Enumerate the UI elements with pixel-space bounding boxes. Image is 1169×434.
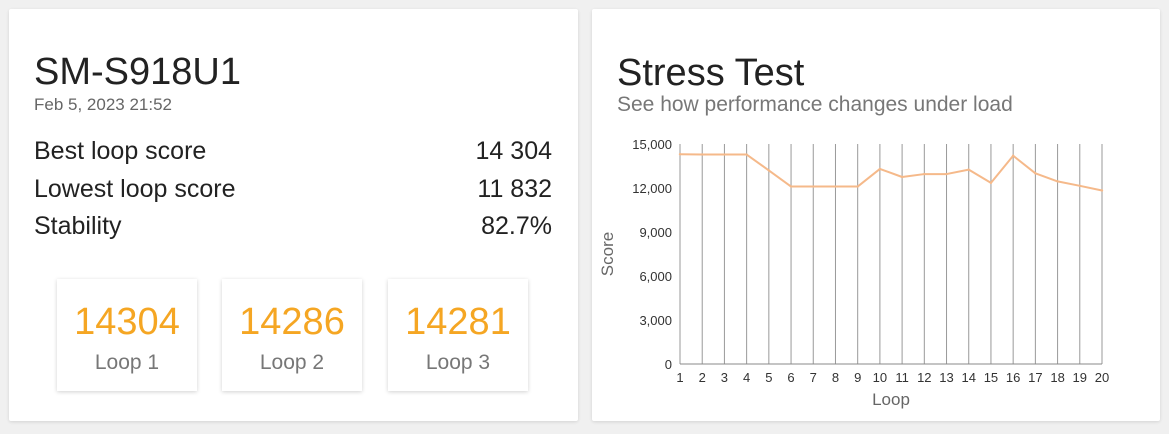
device-name: SM-S918U1 bbox=[34, 51, 241, 93]
device-summary-card: SM-S918U1 Feb 5, 2023 21:52 Best loop sc… bbox=[9, 9, 578, 421]
x-tick-label: 19 bbox=[1073, 370, 1087, 385]
x-tick-label: 20 bbox=[1095, 370, 1109, 385]
y-axis-title: Score bbox=[598, 232, 617, 276]
stat-label: Lowest loop score bbox=[34, 175, 236, 203]
x-tick-label: 15 bbox=[984, 370, 998, 385]
x-tick-label: 1 bbox=[676, 370, 683, 385]
data-point bbox=[1011, 154, 1015, 157]
stress-test-title: Stress Test bbox=[617, 52, 805, 94]
x-tick-label: 17 bbox=[1028, 370, 1042, 385]
series-line-score bbox=[679, 153, 1103, 192]
stat-label: Best loop score bbox=[34, 137, 207, 165]
data-point bbox=[989, 181, 993, 185]
x-tick-label: 5 bbox=[765, 370, 772, 385]
stat-value: 14 304 bbox=[475, 137, 552, 165]
stat-label: Stability bbox=[34, 212, 122, 240]
data-point bbox=[878, 167, 882, 171]
y-tick-label: 12,000 bbox=[632, 181, 672, 196]
x-tick-label: 10 bbox=[873, 370, 887, 385]
x-tick-label: 18 bbox=[1050, 370, 1064, 385]
data-point bbox=[1034, 172, 1037, 175]
data-point bbox=[967, 168, 970, 171]
x-tick-label: 13 bbox=[939, 370, 953, 385]
stat-value: 11 832 bbox=[477, 175, 552, 203]
data-point bbox=[1056, 180, 1059, 183]
data-point bbox=[701, 153, 704, 156]
data-point bbox=[812, 185, 815, 188]
x-tick-label: 11 bbox=[895, 370, 909, 385]
data-point bbox=[856, 185, 859, 188]
loop-label: Loop 1 bbox=[94, 351, 160, 374]
y-tick-label: 9,000 bbox=[639, 225, 672, 240]
data-point bbox=[945, 172, 948, 176]
stat-row-stability: Stability 82.7% bbox=[34, 212, 552, 244]
data-point bbox=[767, 169, 771, 172]
stat-row-best: Best loop score 14 304 bbox=[34, 137, 552, 169]
loop-score-box-1: 14304 Loop 1 bbox=[57, 279, 197, 391]
loop-label: Loop 3 bbox=[425, 351, 491, 374]
y-tick-label: 15,000 bbox=[632, 137, 672, 152]
stress-test-card: Stress Test See how performance changes … bbox=[592, 9, 1160, 421]
x-axis-title: Loop bbox=[872, 390, 910, 409]
loop-score: 14286 bbox=[239, 301, 345, 343]
stress-test-subtitle: See how performance changes under load bbox=[617, 93, 1013, 116]
data-point bbox=[789, 185, 793, 188]
x-tick-label: 12 bbox=[917, 370, 931, 385]
y-tick-label: 0 bbox=[665, 357, 672, 372]
x-tick-label: 6 bbox=[787, 370, 794, 385]
data-point bbox=[900, 175, 904, 179]
x-tick-label: 8 bbox=[832, 370, 839, 385]
data-point bbox=[923, 172, 926, 176]
x-tick-label: 2 bbox=[699, 370, 706, 385]
x-tick-label: 4 bbox=[743, 370, 750, 385]
data-point bbox=[1078, 184, 1081, 187]
y-tick-label: 3,000 bbox=[639, 313, 672, 328]
data-point bbox=[723, 153, 726, 156]
loop-score: 14281 bbox=[405, 301, 511, 343]
test-date: Feb 5, 2023 21:52 bbox=[34, 95, 173, 114]
x-tick-label: 14 bbox=[962, 370, 976, 385]
x-tick-label: 16 bbox=[1006, 370, 1020, 385]
stat-row-lowest: Lowest loop score 11 832 bbox=[34, 175, 552, 207]
y-tick-label: 6,000 bbox=[639, 269, 672, 284]
loop-label: Loop 2 bbox=[259, 351, 325, 374]
x-tick-label: 3 bbox=[721, 370, 728, 385]
data-point bbox=[745, 153, 748, 156]
data-point bbox=[834, 185, 837, 188]
loop-score: 14304 bbox=[74, 301, 180, 343]
stat-value: 82.7% bbox=[481, 212, 552, 240]
data-point bbox=[678, 153, 682, 156]
loop-score-box-2: 14286 Loop 2 bbox=[222, 279, 362, 391]
x-tick-label: 9 bbox=[854, 370, 861, 385]
x-tick-label: 7 bbox=[810, 370, 817, 385]
data-point bbox=[1100, 189, 1104, 192]
loop-score-box-3: 14281 Loop 3 bbox=[388, 279, 528, 391]
